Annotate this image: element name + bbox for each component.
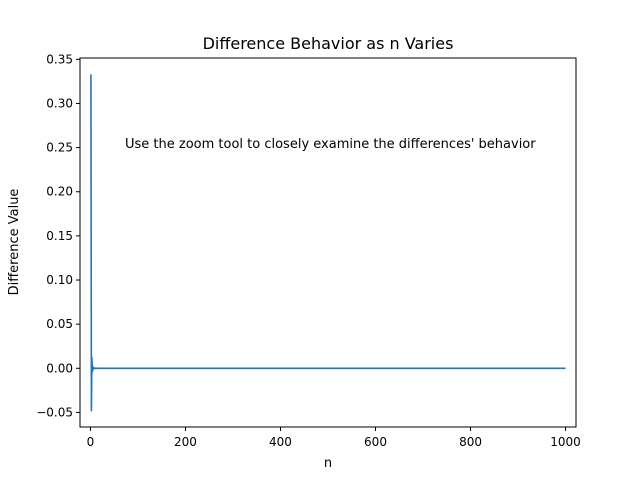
y-axis: −0.05 0.00 0.05 0.10 0.15 0.20 0.25 0.30 0.35 <box>36 52 80 419</box>
x-tick-label: 1000 <box>550 435 581 449</box>
y-tick-label: −0.05 <box>36 405 73 419</box>
x-axis-label: n <box>324 456 332 471</box>
x-tick-label: 600 <box>364 435 387 449</box>
x-axis: 0 200 400 600 800 1000 <box>87 427 581 449</box>
y-tick-label: 0.25 <box>46 141 73 155</box>
chart-annotation: Use the zoom tool to closely examine the… <box>125 137 536 152</box>
axes-frame <box>79 57 577 428</box>
y-tick-label: 0.10 <box>46 273 73 287</box>
y-tick-label: 0.15 <box>46 229 73 243</box>
x-tick-label: 0 <box>87 435 95 449</box>
y-tick-label: 0.00 <box>46 361 73 375</box>
x-tick-label: 200 <box>174 435 197 449</box>
series-line <box>90 74 566 412</box>
x-tick-label: 800 <box>459 435 482 449</box>
y-axis-label: Difference Value <box>7 189 22 296</box>
y-tick-label: 0.05 <box>46 317 73 331</box>
x-tick-label: 400 <box>269 435 292 449</box>
y-tick-label: 0.30 <box>46 96 73 110</box>
plot-area <box>90 74 566 412</box>
y-tick-label: 0.35 <box>46 52 73 66</box>
chart-title: Difference Behavior as n Varies <box>203 34 454 53</box>
y-tick-label: 0.20 <box>46 185 73 199</box>
